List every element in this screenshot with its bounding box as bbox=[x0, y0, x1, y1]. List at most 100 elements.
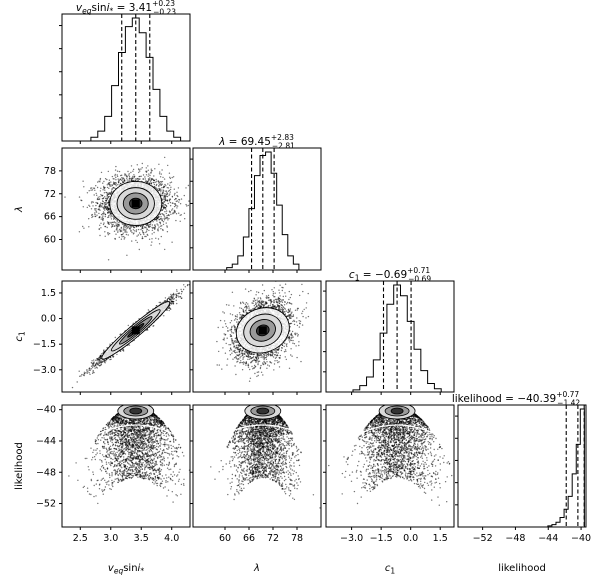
sample-point bbox=[164, 297, 167, 299]
sample-point bbox=[164, 199, 167, 201]
sample-point bbox=[103, 187, 106, 190]
sample-point bbox=[89, 369, 91, 372]
sample-point bbox=[115, 224, 117, 226]
sample-point bbox=[151, 177, 153, 180]
sample-point bbox=[132, 226, 135, 228]
sample-point bbox=[105, 203, 107, 205]
sample-point bbox=[93, 187, 96, 189]
sample-point bbox=[113, 217, 116, 219]
sample-point bbox=[122, 227, 125, 229]
sample-point bbox=[101, 202, 103, 205]
sample-point bbox=[103, 222, 105, 224]
sample-point bbox=[115, 165, 117, 168]
sample-point bbox=[95, 210, 97, 212]
sample-point bbox=[155, 187, 157, 189]
sample-point bbox=[173, 212, 175, 214]
sample-point bbox=[165, 212, 167, 215]
sample-point bbox=[99, 190, 102, 192]
sample-point bbox=[142, 174, 145, 176]
sample-point bbox=[170, 213, 172, 215]
sample-point bbox=[116, 170, 119, 172]
sample-point bbox=[94, 215, 96, 218]
sample-point bbox=[171, 196, 174, 198]
sample-point bbox=[135, 230, 137, 233]
sample-point bbox=[136, 235, 138, 237]
sample-point bbox=[76, 381, 78, 383]
sample-point bbox=[126, 177, 128, 179]
sample-point bbox=[147, 178, 150, 180]
sample-point bbox=[122, 223, 124, 225]
sample-point bbox=[122, 232, 124, 234]
sample-point bbox=[97, 208, 99, 210]
sample-point bbox=[86, 206, 89, 209]
sample-point bbox=[104, 215, 107, 218]
sample-point bbox=[160, 173, 162, 175]
sample-point bbox=[80, 375, 82, 377]
sample-point bbox=[153, 183, 156, 186]
sample-point bbox=[174, 210, 176, 212]
sample-point bbox=[176, 191, 178, 193]
sample-point bbox=[147, 309, 150, 311]
sample-point bbox=[165, 185, 167, 187]
sample-point bbox=[100, 202, 102, 204]
sample-point bbox=[174, 198, 176, 201]
sample-point bbox=[103, 349, 105, 351]
sample-point bbox=[146, 180, 148, 183]
sample-point bbox=[107, 207, 110, 209]
sample-point bbox=[166, 193, 168, 196]
sample-point bbox=[95, 185, 97, 187]
sample-point bbox=[145, 226, 147, 229]
sample-point bbox=[141, 227, 143, 229]
sample-point bbox=[91, 187, 93, 189]
sample-point bbox=[142, 178, 145, 180]
sample-point bbox=[166, 192, 168, 194]
sample-point bbox=[118, 221, 120, 224]
sample-point bbox=[104, 225, 107, 228]
sample-point bbox=[125, 228, 127, 230]
sample-point bbox=[133, 232, 135, 234]
sample-point bbox=[107, 170, 110, 173]
sample-point bbox=[124, 173, 126, 175]
y-tick-label-lambda-3: 78 bbox=[44, 166, 56, 177]
sample-point bbox=[164, 156, 166, 159]
sample-point bbox=[88, 204, 90, 206]
sample-point bbox=[179, 296, 182, 298]
sample-point bbox=[145, 174, 148, 176]
sample-point bbox=[129, 178, 131, 180]
sample-point bbox=[117, 178, 119, 180]
sample-point bbox=[101, 206, 103, 208]
sample-point bbox=[90, 208, 93, 210]
sample-point bbox=[108, 210, 111, 212]
sample-point bbox=[110, 213, 112, 215]
sample-point bbox=[151, 169, 153, 172]
sample-point bbox=[92, 215, 94, 218]
sample-point bbox=[112, 178, 114, 180]
sample-point bbox=[120, 174, 122, 177]
sample-point bbox=[160, 195, 162, 197]
scatter-veq-lambda bbox=[64, 156, 190, 261]
sample-point bbox=[165, 208, 167, 210]
sample-point bbox=[130, 165, 133, 167]
sample-point bbox=[175, 213, 178, 215]
sample-point bbox=[166, 187, 168, 189]
sample-point bbox=[176, 200, 178, 202]
sample-point bbox=[120, 226, 123, 229]
sample-point bbox=[164, 196, 166, 198]
sample-point bbox=[165, 204, 168, 207]
sample-point bbox=[121, 178, 124, 180]
sample-point bbox=[159, 183, 161, 185]
sample-point bbox=[167, 187, 170, 189]
sample-point bbox=[128, 225, 130, 227]
sample-point bbox=[116, 175, 119, 178]
sample-point bbox=[114, 173, 117, 176]
sample-point bbox=[100, 222, 102, 224]
sample-point bbox=[138, 178, 140, 180]
sample-point bbox=[92, 205, 94, 207]
sample-point bbox=[123, 235, 125, 238]
sample-point bbox=[169, 184, 171, 186]
sample-point bbox=[149, 181, 152, 183]
sample-point bbox=[105, 191, 107, 194]
sample-point bbox=[160, 216, 162, 218]
sample-point bbox=[169, 205, 172, 207]
sample-point bbox=[121, 236, 123, 238]
